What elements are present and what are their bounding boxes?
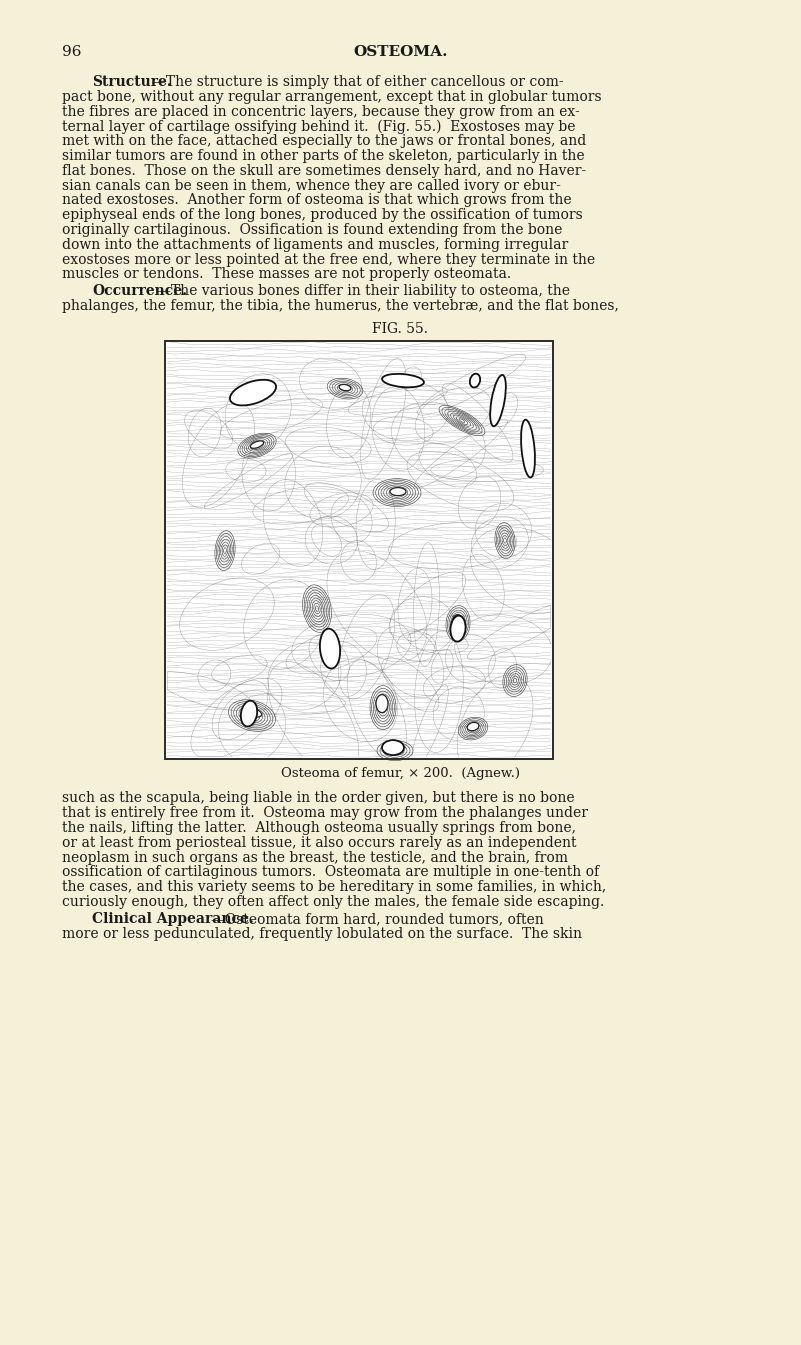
- Ellipse shape: [244, 707, 262, 717]
- Text: such as the scapula, being liable in the order given, but there is no bone: such as the scapula, being liable in the…: [62, 791, 574, 806]
- Text: the fibres are placed in concentric layers, because they grow from an ex-: the fibres are placed in concentric laye…: [62, 105, 580, 118]
- Ellipse shape: [251, 441, 264, 448]
- Text: ternal layer of cartilage ossifying behind it.  (Fig. 55.)  Exostoses may be: ternal layer of cartilage ossifying behi…: [62, 120, 575, 133]
- Text: Occurrence.: Occurrence.: [92, 284, 187, 299]
- Ellipse shape: [521, 420, 535, 477]
- Ellipse shape: [339, 385, 351, 391]
- Bar: [165, 340, 553, 759]
- Bar: [165, 340, 553, 759]
- Text: OSTEOMA.: OSTEOMA.: [353, 44, 448, 59]
- Ellipse shape: [376, 694, 388, 713]
- Text: —The various bones differ in their liability to osteoma, the: —The various bones differ in their liabi…: [158, 284, 570, 299]
- Text: muscles or tendons.  These masses are not properly osteomata.: muscles or tendons. These masses are not…: [62, 268, 511, 281]
- Text: Structure.: Structure.: [92, 75, 171, 89]
- Text: 96: 96: [62, 44, 82, 59]
- Text: originally cartilaginous.  Ossification is found extending from the bone: originally cartilaginous. Ossification i…: [62, 223, 562, 237]
- Ellipse shape: [450, 616, 465, 642]
- Text: the cases, and this variety seems to be hereditary in some families, in which,: the cases, and this variety seems to be …: [62, 880, 606, 894]
- Text: or at least from periosteal tissue, it also occurs rarely as an independent: or at least from periosteal tissue, it a…: [62, 835, 577, 850]
- Text: similar tumors are found in other parts of the skeleton, particularly in the: similar tumors are found in other parts …: [62, 149, 585, 163]
- Text: curiously enough, they often affect only the males, the female side escaping.: curiously enough, they often affect only…: [62, 894, 604, 909]
- Text: down into the attachments of ligaments and muscles, forming irregular: down into the attachments of ligaments a…: [62, 238, 568, 252]
- Text: neoplasm in such organs as the breast, the testicle, and the brain, from: neoplasm in such organs as the breast, t…: [62, 850, 568, 865]
- Ellipse shape: [390, 488, 406, 495]
- Text: that is entirely free from it.  Osteoma may grow from the phalanges under: that is entirely free from it. Osteoma m…: [62, 806, 588, 820]
- Ellipse shape: [452, 615, 462, 631]
- Text: met with on the face, attached especially to the jaws or frontal bones, and: met with on the face, attached especiall…: [62, 134, 586, 148]
- Text: FIG. 55.: FIG. 55.: [372, 321, 429, 336]
- Text: more or less pedunculated, frequently lobulated on the surface.  The skin: more or less pedunculated, frequently lo…: [62, 927, 582, 940]
- Ellipse shape: [470, 374, 480, 387]
- Text: flat bones.  Those on the skull are sometimes densely hard, and no Haver-: flat bones. Those on the skull are somet…: [62, 164, 586, 178]
- Text: nated exostoses.  Another form of osteoma is that which grows from the: nated exostoses. Another form of osteoma…: [62, 194, 572, 207]
- Ellipse shape: [230, 379, 276, 405]
- Ellipse shape: [382, 740, 404, 755]
- Text: pact bone, without any regular arrangement, except that in globular tumors: pact bone, without any regular arrangeme…: [62, 90, 602, 104]
- Ellipse shape: [382, 374, 424, 387]
- Text: epiphyseal ends of the long bones, produced by the ossification of tumors: epiphyseal ends of the long bones, produ…: [62, 208, 583, 222]
- Ellipse shape: [490, 375, 506, 426]
- Ellipse shape: [467, 722, 479, 730]
- Text: Clinical Appearance.: Clinical Appearance.: [92, 912, 254, 925]
- Text: Osteoma of femur, × 200.  (Agnew.): Osteoma of femur, × 200. (Agnew.): [281, 767, 520, 780]
- Text: phalanges, the femur, the tibia, the humerus, the vertebræ, and the flat bones,: phalanges, the femur, the tibia, the hum…: [62, 299, 619, 313]
- Text: ossification of cartilaginous tumors.  Osteomata are multiple in one-tenth of: ossification of cartilaginous tumors. Os…: [62, 865, 599, 880]
- Text: sian canals can be seen in them, whence they are called ivory or ebur-: sian canals can be seen in them, whence …: [62, 179, 561, 192]
- Ellipse shape: [241, 701, 257, 726]
- Text: —The structure is simply that of either cancellous or com-: —The structure is simply that of either …: [151, 75, 563, 89]
- Text: exostoses more or less pointed at the free end, where they terminate in the: exostoses more or less pointed at the fr…: [62, 253, 595, 266]
- Text: the nails, lifting the latter.  Although osteoma usually springs from bone,: the nails, lifting the latter. Although …: [62, 820, 576, 835]
- Text: —Osteomata form hard, rounded tumors, often: —Osteomata form hard, rounded tumors, of…: [211, 912, 544, 925]
- Ellipse shape: [320, 628, 340, 668]
